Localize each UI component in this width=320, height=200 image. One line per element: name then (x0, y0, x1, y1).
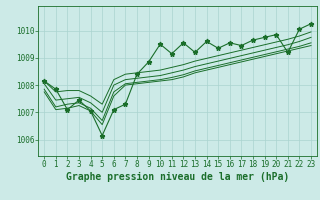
X-axis label: Graphe pression niveau de la mer (hPa): Graphe pression niveau de la mer (hPa) (66, 172, 289, 182)
